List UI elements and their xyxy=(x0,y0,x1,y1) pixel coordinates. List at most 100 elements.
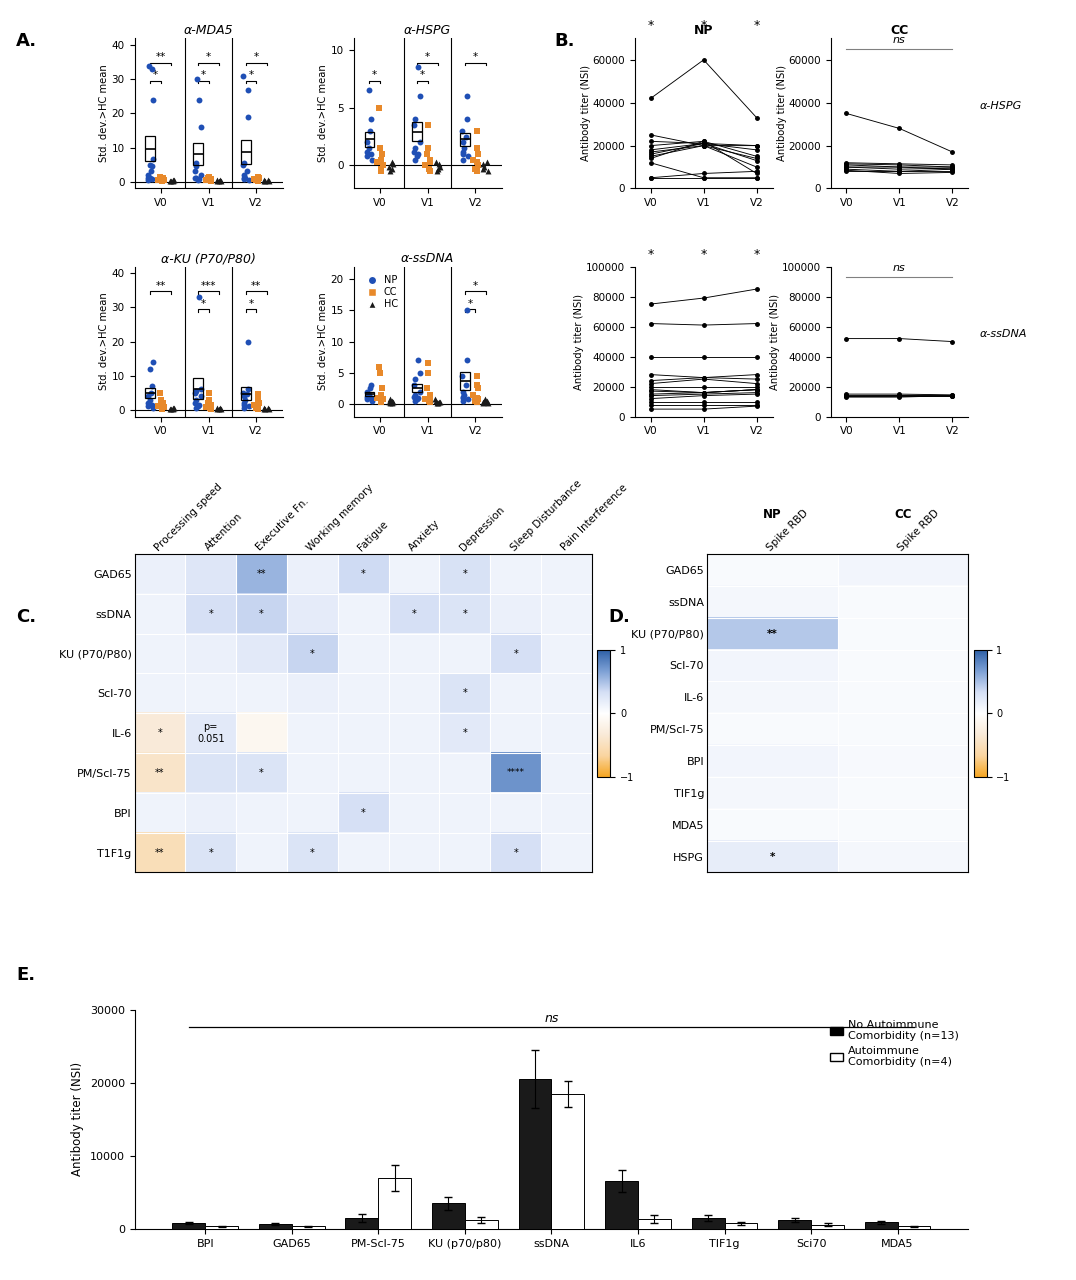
Point xyxy=(152,389,169,410)
Point xyxy=(468,138,485,159)
Point xyxy=(240,170,257,191)
Point xyxy=(468,161,485,182)
Point xyxy=(143,383,160,403)
Point xyxy=(429,393,447,413)
Title: α-ssDNA: α-ssDNA xyxy=(401,252,454,265)
Point xyxy=(458,351,476,371)
Text: α-ssDNA: α-ssDNA xyxy=(979,329,1027,339)
Point xyxy=(193,379,210,399)
Text: *: * xyxy=(206,52,211,63)
Point xyxy=(383,152,400,173)
Text: ns: ns xyxy=(893,35,906,45)
Point xyxy=(358,381,376,402)
Point xyxy=(406,115,423,136)
Point xyxy=(454,381,471,402)
Text: *: * xyxy=(360,808,366,818)
Text: p=
0.051: p= 0.051 xyxy=(197,722,225,744)
Point xyxy=(140,385,157,406)
Point xyxy=(383,159,400,179)
Point xyxy=(427,152,444,173)
Title: CC: CC xyxy=(890,24,908,37)
Point xyxy=(154,169,171,189)
Bar xyxy=(811,1225,844,1229)
Text: *: * xyxy=(420,70,425,81)
Point xyxy=(238,384,255,404)
Text: **: ** xyxy=(257,568,267,579)
Text: *: * xyxy=(425,52,430,63)
Point xyxy=(406,369,423,389)
Point xyxy=(368,152,385,173)
Point xyxy=(406,390,423,411)
Title: α-MDA5: α-MDA5 xyxy=(184,24,233,37)
Point xyxy=(140,168,157,188)
Point xyxy=(457,127,475,147)
Point xyxy=(187,398,204,419)
Point xyxy=(140,393,157,413)
Point xyxy=(154,170,171,191)
Point xyxy=(454,388,471,408)
Point xyxy=(431,156,449,177)
Point xyxy=(364,150,381,170)
Point xyxy=(199,168,216,188)
Point xyxy=(409,143,426,164)
Text: E.: E. xyxy=(16,966,36,984)
Point xyxy=(464,150,481,170)
Point xyxy=(468,120,485,141)
Point xyxy=(186,168,203,188)
Point xyxy=(411,132,428,152)
Bar xyxy=(345,1217,379,1229)
Point xyxy=(211,170,228,191)
Point xyxy=(363,143,380,164)
Point xyxy=(360,138,378,159)
Point xyxy=(202,169,220,189)
Point xyxy=(240,379,257,399)
Bar xyxy=(194,143,202,165)
Point xyxy=(144,352,161,372)
Point xyxy=(166,170,183,191)
Bar xyxy=(461,133,469,146)
Text: *: * xyxy=(259,768,264,778)
Point xyxy=(142,168,159,188)
Point xyxy=(382,389,399,410)
Point xyxy=(256,170,273,191)
Point xyxy=(238,161,255,182)
Bar xyxy=(365,393,374,397)
Point xyxy=(151,383,168,403)
Point xyxy=(236,152,253,173)
Point xyxy=(144,394,161,415)
Point xyxy=(236,394,253,415)
Text: *: * xyxy=(753,247,760,261)
Point xyxy=(475,393,492,413)
Point xyxy=(187,156,204,177)
Point xyxy=(476,389,493,410)
Point xyxy=(209,398,226,419)
Point xyxy=(140,170,157,191)
Bar xyxy=(465,1220,498,1229)
Bar xyxy=(412,123,422,142)
Point xyxy=(201,398,218,419)
Point xyxy=(190,90,208,110)
Title: α-KU (P70/P80): α-KU (P70/P80) xyxy=(161,252,256,265)
Point xyxy=(250,384,267,404)
Point xyxy=(359,146,377,166)
Text: *: * xyxy=(254,52,259,63)
Text: **: ** xyxy=(155,847,165,858)
Point xyxy=(188,69,206,90)
Point xyxy=(468,388,485,408)
Point xyxy=(202,394,220,415)
Text: *: * xyxy=(412,609,416,618)
Point xyxy=(259,170,277,191)
Y-axis label: Std. dev.>HC mean: Std. dev.>HC mean xyxy=(317,64,328,163)
Point xyxy=(362,378,379,398)
Y-axis label: Std. dev.>HC mean: Std. dev.>HC mean xyxy=(317,293,328,390)
Point xyxy=(260,172,278,192)
Point xyxy=(237,389,254,410)
Point xyxy=(250,166,267,187)
Point xyxy=(144,156,161,177)
Point xyxy=(372,150,390,170)
Text: *: * xyxy=(467,298,472,308)
Point xyxy=(140,396,157,416)
Point xyxy=(421,159,438,179)
Point xyxy=(454,141,471,161)
Point xyxy=(374,389,392,410)
